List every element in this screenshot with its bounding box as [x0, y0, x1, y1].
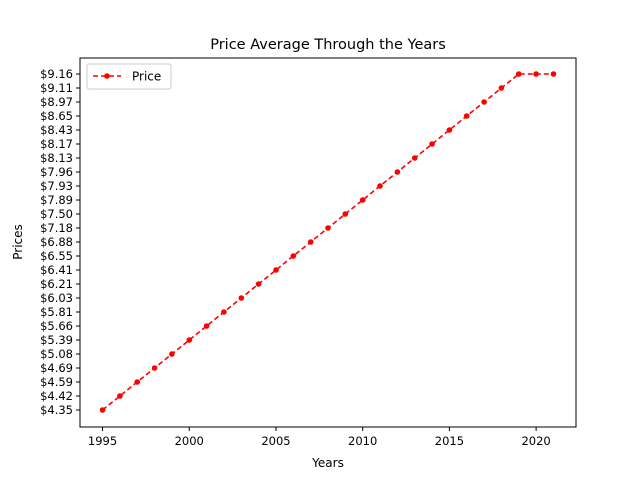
x-tick-label: 1995 [88, 434, 117, 448]
y-axis: $4.35$4.42$4.59$4.69$5.08$5.39$5.66$5.81… [40, 67, 80, 417]
data-point [463, 113, 470, 119]
x-tick-label: 2005 [261, 434, 290, 448]
y-tick-label: $5.39 [40, 333, 73, 347]
data-point [186, 337, 193, 343]
x-tick-label: 2015 [435, 434, 464, 448]
data-point [411, 155, 418, 161]
x-tick-label: 2020 [521, 434, 550, 448]
data-point [342, 211, 349, 217]
y-tick-label: $7.96 [40, 165, 73, 179]
y-tick-label: $6.55 [40, 249, 73, 263]
y-tick-label: $8.65 [40, 109, 73, 123]
y-tick-label: $7.18 [40, 221, 73, 235]
data-point [550, 71, 557, 77]
data-point [238, 295, 245, 301]
data-point [533, 71, 539, 77]
x-tick-label: 2010 [348, 434, 377, 448]
data-point [169, 351, 175, 357]
y-tick-label: $6.88 [40, 235, 73, 249]
data-point [481, 99, 487, 105]
data-point [151, 365, 158, 371]
chart-title: Price Average Through the Years [210, 37, 446, 53]
data-point [325, 225, 331, 231]
y-tick-label: $5.08 [40, 347, 73, 361]
y-axis-label: Prices [11, 224, 25, 260]
legend-label: Price [132, 70, 161, 84]
y-tick-label: $6.41 [40, 263, 73, 277]
legend-marker [104, 73, 110, 79]
data-point [117, 393, 123, 399]
y-tick-label: $5.81 [40, 305, 73, 319]
data-point [498, 85, 505, 91]
x-axis-label: Years [311, 456, 344, 470]
y-tick-label: $7.93 [40, 179, 73, 193]
data-point [377, 183, 383, 189]
y-tick-label: $4.59 [40, 375, 73, 389]
series-line-price [101, 73, 554, 411]
y-tick-label: $8.97 [40, 95, 73, 109]
y-tick-label: $4.35 [40, 403, 73, 417]
data-point [255, 281, 262, 287]
series-layer [99, 71, 557, 413]
y-tick-label: $4.42 [40, 389, 73, 403]
data-point [516, 71, 522, 77]
y-tick-label: $8.13 [40, 151, 73, 165]
y-tick-label: $7.89 [40, 193, 73, 207]
data-point [446, 127, 453, 133]
data-point [359, 197, 366, 203]
plot-area [79, 57, 577, 428]
y-tick-label: $8.43 [40, 123, 73, 137]
data-point [134, 379, 140, 385]
data-point [290, 253, 297, 259]
data-point [429, 141, 435, 147]
x-axis: 1995 2000 2005 2010 2015 2020 [88, 427, 551, 448]
y-tick-label: $9.16 [40, 67, 73, 81]
y-tick-label: $6.03 [40, 291, 73, 305]
y-tick-label: $5.66 [40, 319, 73, 333]
y-tick-label: $8.17 [40, 137, 73, 151]
legend: Price [86, 63, 172, 90]
y-tick-label: $9.11 [40, 81, 73, 95]
y-tick-label: $4.69 [40, 361, 73, 375]
y-tick-label: $7.50 [40, 207, 73, 221]
legend-box [86, 63, 172, 90]
y-tick-label: $6.21 [40, 277, 73, 291]
data-point [221, 309, 227, 315]
data-point [203, 323, 210, 329]
data-point [99, 407, 106, 413]
data-point [394, 169, 401, 175]
x-tick-label: 2000 [175, 434, 204, 448]
data-point [273, 267, 279, 273]
data-point [307, 239, 314, 245]
